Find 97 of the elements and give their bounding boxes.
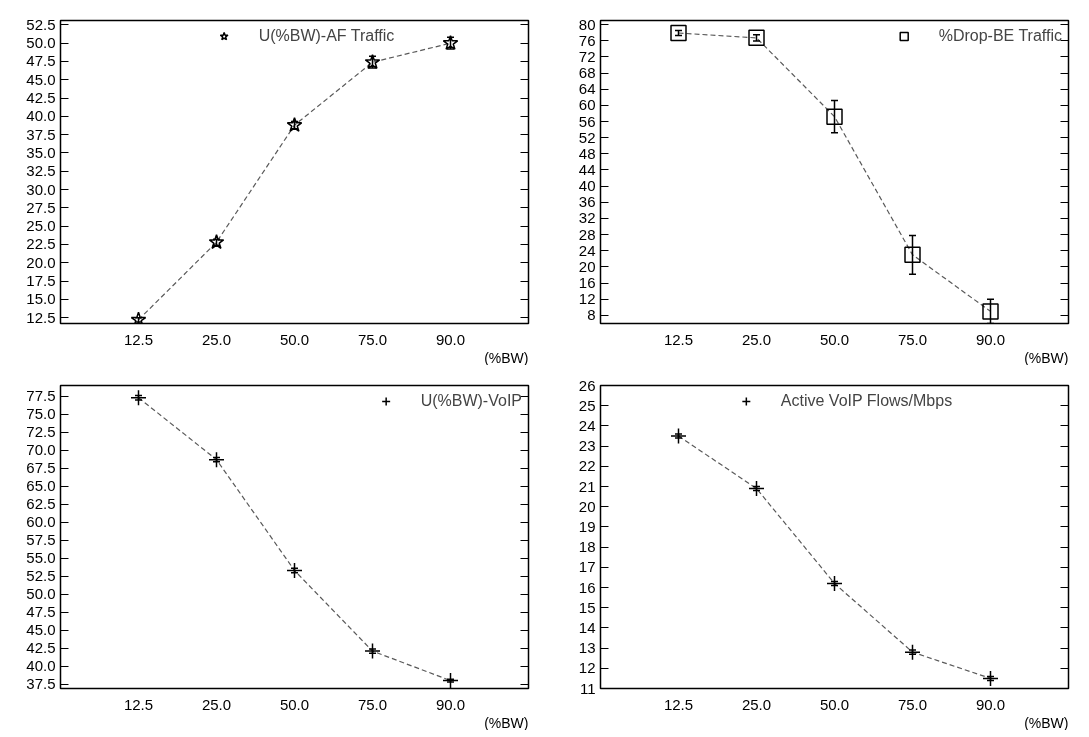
y-tick-label: 76 bbox=[578, 31, 596, 49]
y-tick-label: 67.5 bbox=[26, 459, 56, 477]
y-tick-label: 22.5 bbox=[26, 235, 56, 253]
y-tick-label: 12 bbox=[578, 659, 596, 677]
x-tick-label: 25.0 bbox=[741, 695, 772, 713]
x-tick-label: 75.0 bbox=[357, 695, 388, 713]
y-tick-label: 64 bbox=[578, 80, 596, 98]
y-tick-label: 17 bbox=[578, 558, 596, 576]
x-tick-label: 50.0 bbox=[819, 330, 850, 348]
y-tick-label: 25 bbox=[578, 396, 596, 414]
x-tick-label: 90.0 bbox=[975, 330, 1006, 348]
y-tick-label: 28 bbox=[578, 225, 596, 243]
y-tick-label: 52 bbox=[578, 128, 596, 146]
y-tick-label: 75.0 bbox=[26, 405, 56, 423]
y-tick-label: 26 bbox=[578, 376, 596, 394]
y-tick-label: 40 bbox=[578, 177, 596, 195]
y-tick-label: 20 bbox=[578, 257, 596, 275]
y-tick-label: 62.5 bbox=[26, 495, 56, 513]
y-tick-label: 50.0 bbox=[26, 34, 56, 52]
y-tick-label: 20 bbox=[578, 497, 596, 515]
y-tick-label: 21 bbox=[578, 477, 596, 495]
x-axis-title: (%BW) bbox=[484, 349, 529, 366]
x-tick-label: 50.0 bbox=[279, 695, 310, 713]
y-tick-label: 12.5 bbox=[26, 308, 56, 326]
y-tick-label: 70.0 bbox=[26, 441, 56, 459]
y-tick-label: 23 bbox=[578, 437, 596, 455]
legend-label: %Drop-BE Traffic bbox=[938, 27, 1062, 45]
y-tick-label: 55.0 bbox=[26, 549, 56, 567]
x-tick-label: 75.0 bbox=[357, 330, 388, 348]
y-tick-label: 24 bbox=[578, 416, 596, 434]
x-tick-label: 90.0 bbox=[435, 695, 466, 713]
y-tick-label: 12 bbox=[578, 290, 596, 308]
y-tick-label: 16 bbox=[578, 274, 596, 292]
x-tick-label: 75.0 bbox=[897, 330, 928, 348]
x-tick-label: 50.0 bbox=[279, 330, 310, 348]
y-tick-label: 45.0 bbox=[26, 621, 56, 639]
y-tick-label: 65.0 bbox=[26, 477, 56, 495]
y-tick-label: 30.0 bbox=[26, 180, 56, 198]
y-tick-label: 48 bbox=[578, 144, 596, 162]
x-tick-label: 12.5 bbox=[123, 330, 154, 348]
legend-label: U(%BW)-VoIP bbox=[420, 392, 522, 410]
y-tick-label: 17.5 bbox=[26, 272, 56, 290]
y-tick-label: 68 bbox=[578, 64, 596, 82]
y-tick-label: 47.5 bbox=[26, 52, 56, 70]
y-tick-label: 22 bbox=[578, 457, 596, 475]
y-tick-label: 52.5 bbox=[26, 15, 56, 33]
y-tick-label: 40.0 bbox=[26, 657, 56, 675]
y-tick-label: 19 bbox=[578, 517, 596, 535]
x-tick-label: 25.0 bbox=[201, 695, 232, 713]
x-axis-title: (%BW) bbox=[484, 714, 529, 731]
y-tick-label: 18 bbox=[578, 538, 596, 556]
y-tick-label: 80 bbox=[578, 15, 596, 33]
y-tick-label: 37.5 bbox=[26, 125, 56, 143]
y-tick-label: 42.5 bbox=[26, 89, 56, 107]
y-tick-label: 27.5 bbox=[26, 198, 56, 216]
y-tick-label: 52.5 bbox=[26, 567, 56, 585]
y-tick-label: 50.0 bbox=[26, 585, 56, 603]
y-tick-label: 32 bbox=[578, 209, 596, 227]
y-tick-label: 20.0 bbox=[26, 253, 56, 271]
y-tick-label: 42.5 bbox=[26, 639, 56, 657]
x-tick-label: 12.5 bbox=[663, 695, 694, 713]
y-tick-label: 56 bbox=[578, 112, 596, 130]
y-tick-label: 24 bbox=[578, 241, 596, 259]
x-axis-title: (%BW) bbox=[1024, 714, 1069, 731]
y-tick-label: 45.0 bbox=[26, 70, 56, 88]
y-tick-label: 14 bbox=[578, 618, 596, 636]
y-tick-label: 37.5 bbox=[26, 675, 56, 693]
legend-label: Active VoIP Flows/Mbps bbox=[780, 392, 953, 410]
x-tick-label: 50.0 bbox=[819, 695, 850, 713]
y-tick-label: 44 bbox=[578, 160, 596, 178]
x-tick-label: 90.0 bbox=[975, 695, 1006, 713]
y-tick-label: 40.0 bbox=[26, 107, 56, 125]
x-axis-title: (%BW) bbox=[1024, 349, 1069, 366]
y-tick-label: 15.0 bbox=[26, 290, 56, 308]
y-tick-label: 47.5 bbox=[26, 603, 56, 621]
y-tick-label: 11 bbox=[579, 679, 596, 697]
x-tick-label: 12.5 bbox=[123, 695, 154, 713]
y-tick-label: 57.5 bbox=[26, 531, 56, 549]
x-tick-label: 25.0 bbox=[201, 330, 232, 348]
y-tick-label: 8 bbox=[587, 306, 596, 324]
y-tick-label: 32.5 bbox=[26, 162, 56, 180]
y-tick-label: 72.5 bbox=[26, 423, 56, 441]
y-tick-label: 15 bbox=[578, 598, 596, 616]
y-tick-label: 16 bbox=[578, 578, 596, 596]
y-tick-label: 72 bbox=[578, 47, 596, 65]
x-tick-label: 75.0 bbox=[897, 695, 928, 713]
y-tick-label: 60.0 bbox=[26, 513, 56, 531]
y-tick-label: 13 bbox=[578, 639, 596, 657]
y-tick-label: 35.0 bbox=[26, 143, 56, 161]
x-tick-label: 90.0 bbox=[435, 330, 466, 348]
legend-label: U(%BW)-AF Traffic bbox=[258, 27, 395, 45]
y-tick-label: 36 bbox=[578, 193, 596, 211]
y-tick-label: 60 bbox=[578, 96, 596, 114]
y-tick-label: 77.5 bbox=[26, 387, 56, 405]
x-tick-label: 12.5 bbox=[663, 330, 694, 348]
x-tick-label: 25.0 bbox=[741, 330, 772, 348]
y-tick-label: 25.0 bbox=[26, 217, 56, 235]
